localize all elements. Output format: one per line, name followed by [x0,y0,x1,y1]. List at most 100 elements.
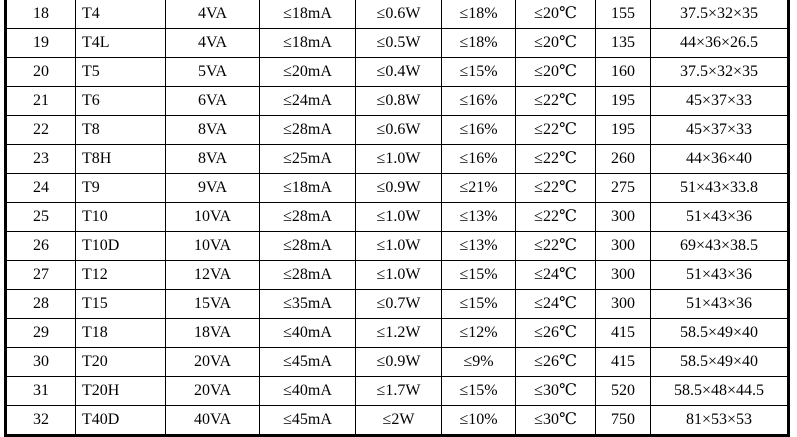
cell-voltage-regulation: ≤15% [441,57,516,87]
cell-temperature-rise: ≤30℃ [515,376,596,406]
table-row: 22 T8 8VA ≤28mA ≤0.6W ≤16% ≤22℃ 195 45×37×33 [5,115,789,145]
cell-no-load-current: ≤20mA [259,57,356,87]
cell-power: 10VA [165,202,260,232]
cell-model: T10D [75,231,166,261]
cell-power: 8VA [165,144,260,174]
cell-voltage-regulation: ≤16% [441,86,516,116]
cell-weight: 520 [595,376,651,406]
cell-dimensions: 45×37×33 [650,115,789,145]
cell-power: 15VA [165,289,260,319]
table-row: 29 T18 18VA ≤40mA ≤1.2W ≤12% ≤26℃ 415 58.5×49×40 [5,318,789,348]
cell-no-load-current: ≤18mA [259,0,356,29]
cell-dimensions: 51×43×33.8 [650,173,789,203]
cell-dimensions: 81×53×53 [650,405,789,436]
cell-weight: 160 [595,57,651,87]
cell-voltage-regulation: ≤16% [441,115,516,145]
cell-no-load-current: ≤18mA [259,173,356,203]
cell-weight: 300 [595,289,651,319]
cell-model: T10 [75,202,166,232]
table-body: 18 T4 4VA ≤18mA ≤0.6W ≤18% ≤20℃ 155 37.5×32×35 19… [5,0,789,436]
cell-weight: 300 [595,231,651,261]
cell-voltage-regulation: ≤10% [441,405,516,436]
cell-model: T6 [75,86,166,116]
cell-temperature-rise: ≤20℃ [515,28,596,58]
table-row: 31 T20H 20VA ≤40mA ≤1.7W ≤15% ≤30℃ 520 58.5×48×4… [5,376,789,406]
cell-dimensions: 51×43×36 [650,202,789,232]
cell-power: 4VA [165,28,260,58]
cell-no-load-loss: ≤0.9W [355,347,442,377]
cell-model: T18 [75,318,166,348]
cell-temperature-rise: ≤22℃ [515,231,596,261]
cell-no-load-loss: ≤2W [355,405,442,436]
cell-model: T4L [75,28,166,58]
cell-no-load-loss: ≤0.9W [355,173,442,203]
cell-number: 31 [5,376,76,406]
cell-dimensions: 44×36×40 [650,144,789,174]
cell-weight: 135 [595,28,651,58]
cell-no-load-loss: ≤0.6W [355,115,442,145]
cell-no-load-current: ≤40mA [259,376,356,406]
cell-dimensions: 37.5×32×35 [650,57,789,87]
cell-voltage-regulation: ≤9% [441,347,516,377]
cell-number: 24 [5,173,76,203]
cell-weight: 195 [595,86,651,116]
cell-no-load-loss: ≤1.7W [355,376,442,406]
table-row: 30 T20 20VA ≤45mA ≤0.9W ≤9% ≤26℃ 415 58.5×49×40 [5,347,789,377]
cell-dimensions: 69×43×38.5 [650,231,789,261]
cell-no-load-loss: ≤1.0W [355,144,442,174]
cell-dimensions: 51×43×36 [650,289,789,319]
cell-voltage-regulation: ≤15% [441,260,516,290]
cell-number: 32 [5,405,76,436]
cell-power: 5VA [165,57,260,87]
cell-no-load-current: ≤28mA [259,231,356,261]
table-row: 25 T10 10VA ≤28mA ≤1.0W ≤13% ≤22℃ 300 51×43×36 [5,202,789,232]
cell-weight: 260 [595,144,651,174]
cell-model: T8 [75,115,166,145]
cell-temperature-rise: ≤20℃ [515,0,596,29]
cell-model: T20 [75,347,166,377]
cell-model: T15 [75,289,166,319]
cell-no-load-loss: ≤1.0W [355,260,442,290]
table-row: 19 T4L 4VA ≤18mA ≤0.5W ≤18% ≤20℃ 135 44×36×26.5 [5,28,789,58]
cell-voltage-regulation: ≤12% [441,318,516,348]
cell-weight: 415 [595,318,651,348]
cell-model: T5 [75,57,166,87]
cell-no-load-loss: ≤1.0W [355,202,442,232]
table-row: 26 T10D 10VA ≤28mA ≤1.0W ≤13% ≤22℃ 300 69×43×38.… [5,231,789,261]
cell-voltage-regulation: ≤16% [441,144,516,174]
cell-model: T20H [75,376,166,406]
cell-temperature-rise: ≤20℃ [515,57,596,87]
cell-temperature-rise: ≤26℃ [515,318,596,348]
cell-no-load-loss: ≤0.7W [355,289,442,319]
cell-no-load-loss: ≤0.6W [355,0,442,29]
cell-temperature-rise: ≤24℃ [515,289,596,319]
cell-no-load-current: ≤24mA [259,86,356,116]
cell-power: 9VA [165,173,260,203]
cell-dimensions: 37.5×32×35 [650,0,789,29]
cell-no-load-loss: ≤0.8W [355,86,442,116]
cell-power: 8VA [165,115,260,145]
cell-voltage-regulation: ≤13% [441,202,516,232]
cell-temperature-rise: ≤24℃ [515,260,596,290]
cell-number: 19 [5,28,76,58]
cell-power: 20VA [165,347,260,377]
cell-power: 6VA [165,86,260,116]
cell-number: 28 [5,289,76,319]
cell-no-load-current: ≤28mA [259,260,356,290]
cell-voltage-regulation: ≤13% [441,231,516,261]
cell-no-load-current: ≤45mA [259,347,356,377]
cell-model: T4 [75,0,166,29]
cell-dimensions: 51×43×36 [650,260,789,290]
table-row: 28 T15 15VA ≤35mA ≤0.7W ≤15% ≤24℃ 300 51×43×36 [5,289,789,319]
table-row: 23 T8H 8VA ≤25mA ≤1.0W ≤16% ≤22℃ 260 44×36×40 [5,144,789,174]
cell-model: T12 [75,260,166,290]
cell-dimensions: 58.5×49×40 [650,318,789,348]
table-row: 32 T40D 40VA ≤45mA ≤2W ≤10% ≤30℃ 750 81×53×53 [5,405,789,436]
cell-no-load-current: ≤40mA [259,318,356,348]
cell-power: 40VA [165,405,260,436]
cell-no-load-current: ≤45mA [259,405,356,436]
cell-number: 25 [5,202,76,232]
cell-power: 20VA [165,376,260,406]
transformer-spec-table: 18 T4 4VA ≤18mA ≤0.6W ≤18% ≤20℃ 155 37.5×32×35 19… [4,0,790,437]
